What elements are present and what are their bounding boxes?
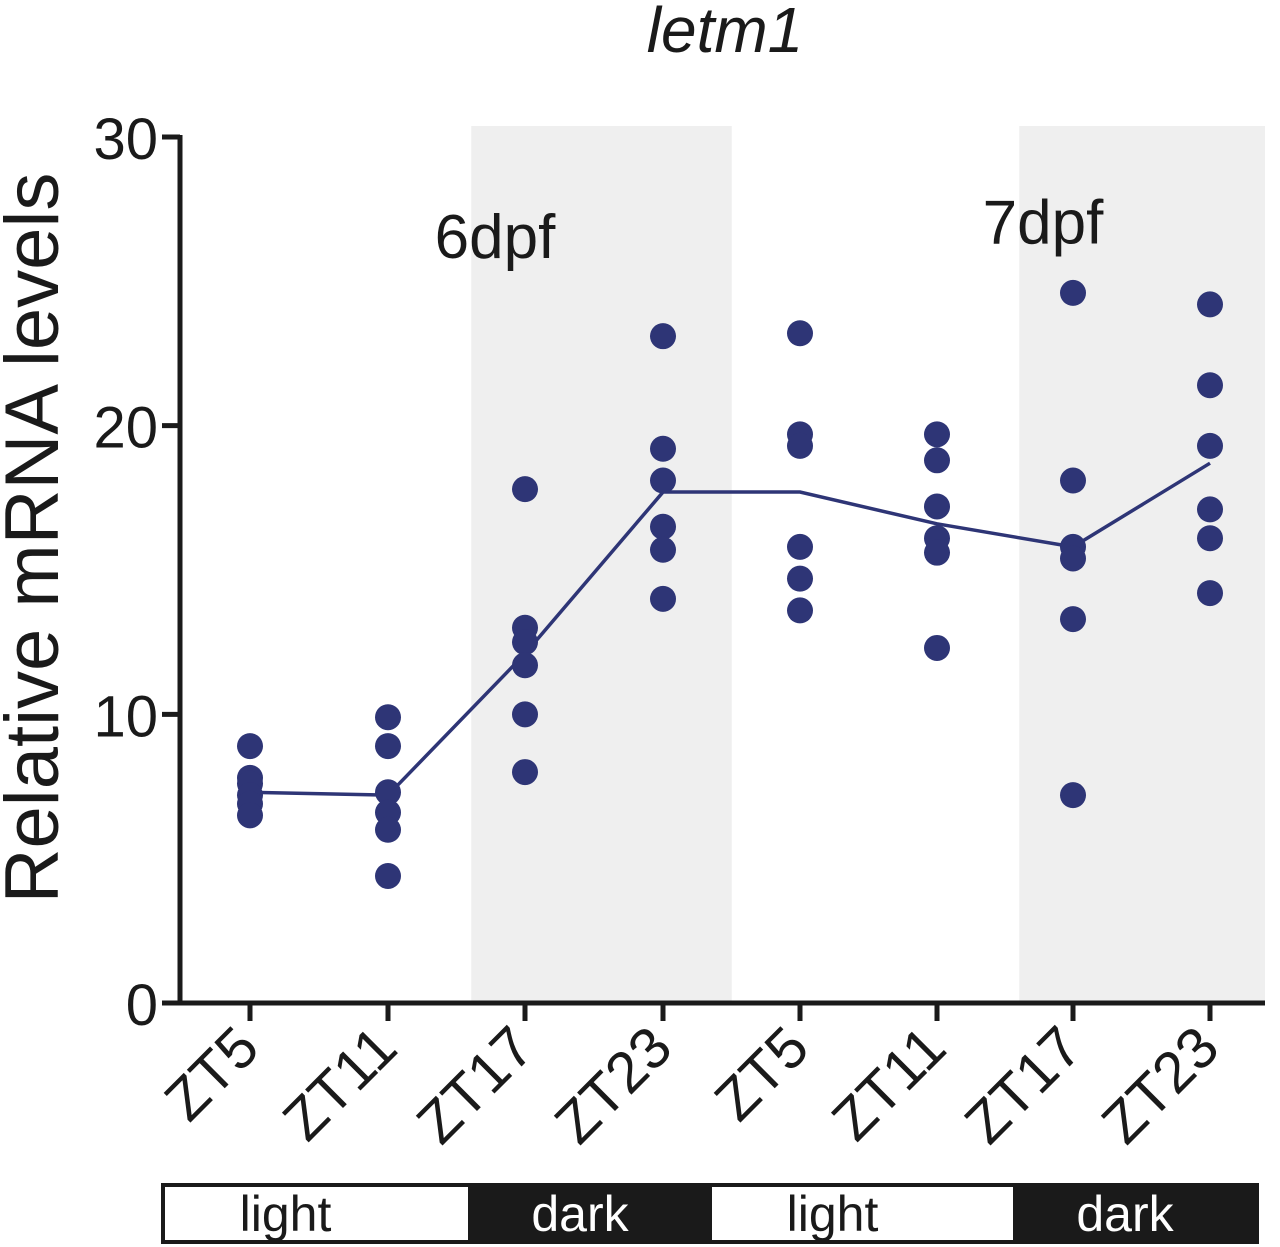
data-point	[1197, 432, 1223, 459]
dark-phase-shading	[471, 126, 1265, 1003]
group-label: 6dpf	[435, 203, 556, 272]
data-point	[237, 733, 263, 760]
data-point	[1060, 782, 1086, 809]
data-point	[512, 759, 538, 786]
x-tick-label: ZT11	[271, 1014, 410, 1153]
condition-segment	[712, 1185, 1013, 1242]
y-ticks: 0 10 20 30	[93, 107, 180, 1038]
data-point	[375, 704, 401, 731]
condition-segment	[1013, 1185, 1257, 1242]
data-point	[650, 467, 676, 494]
condition-segment	[163, 1185, 468, 1242]
condition-bar-border	[161, 1183, 1259, 1244]
condition-label: dark	[531, 1186, 629, 1242]
y-axis-label: Relative mRNA levels	[0, 173, 75, 904]
x-tick-label: ZT11	[820, 1014, 959, 1153]
group-labels: 6dpf 7dpf	[435, 189, 1104, 272]
data-point	[924, 493, 950, 520]
y-tick-label: 30	[93, 107, 158, 172]
x-tick-label: ZT5	[702, 1014, 821, 1133]
data-point	[924, 447, 950, 474]
data-point	[375, 862, 401, 889]
x-tick-label: ZT17	[953, 1014, 1095, 1156]
mean-line	[249, 461, 1211, 797]
data-points	[237, 279, 1223, 889]
data-point	[1060, 606, 1086, 633]
condition-label: light	[240, 1186, 332, 1242]
data-point	[1197, 525, 1223, 552]
data-point	[787, 597, 813, 624]
data-point	[787, 432, 813, 459]
data-point	[787, 533, 813, 560]
light-dark-bar: light dark light dark	[161, 1183, 1259, 1244]
data-point	[924, 634, 950, 661]
data-point	[650, 513, 676, 540]
data-point	[375, 733, 401, 760]
data-point	[1060, 279, 1086, 306]
data-point	[787, 565, 813, 592]
data-point	[1197, 291, 1223, 318]
axes	[177, 135, 1265, 1006]
dark-shade-region	[1019, 126, 1265, 1003]
group-label: 7dpf	[983, 189, 1104, 258]
condition-segment	[468, 1185, 712, 1242]
data-point	[650, 323, 676, 350]
data-point	[787, 320, 813, 347]
x-tick-label: ZT5	[152, 1014, 271, 1133]
data-point	[512, 629, 538, 656]
x-tick-label: ZT23	[543, 1014, 685, 1156]
y-tick-label: 20	[93, 396, 158, 461]
data-point	[650, 585, 676, 612]
data-point	[512, 476, 538, 503]
data-point	[924, 421, 950, 448]
data-point	[1060, 545, 1086, 572]
data-point	[375, 816, 401, 843]
data-point	[650, 536, 676, 563]
condition-label: dark	[1076, 1186, 1174, 1242]
data-point	[375, 779, 401, 806]
data-point	[1197, 496, 1223, 523]
data-point	[1060, 467, 1086, 494]
y-tick-label: 10	[93, 684, 158, 749]
data-point	[650, 435, 676, 462]
mean-line-path	[249, 461, 1211, 797]
x-tick-label: ZT17	[405, 1014, 547, 1156]
y-tick-label: 0	[126, 973, 158, 1038]
data-point	[1197, 580, 1223, 607]
data-point	[512, 652, 538, 679]
x-tick-label: ZT23	[1090, 1014, 1232, 1156]
data-point	[237, 802, 263, 829]
chart-title: letm1	[647, 0, 804, 66]
data-point	[924, 539, 950, 566]
data-point	[1197, 372, 1223, 399]
condition-label: light	[787, 1186, 879, 1242]
data-point	[512, 701, 538, 728]
